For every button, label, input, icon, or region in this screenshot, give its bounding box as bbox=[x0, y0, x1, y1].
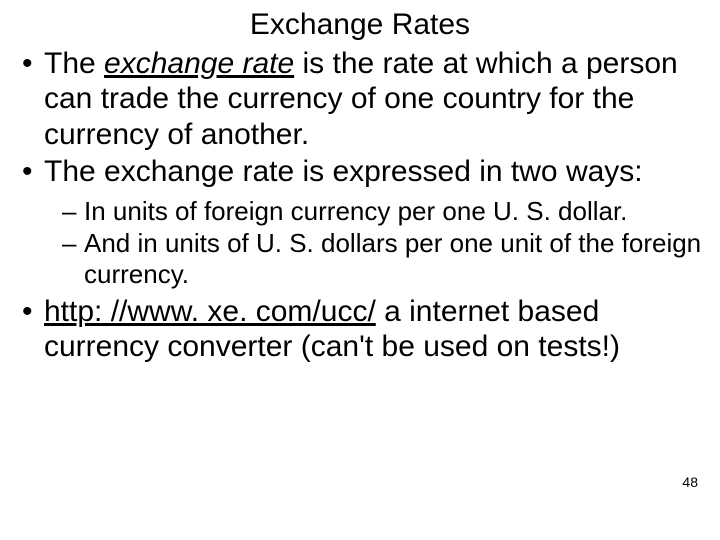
bullet-1-emphasis: exchange rate bbox=[104, 47, 294, 80]
bullet-list-level1: The exchange rate is the rate at which a… bbox=[18, 46, 702, 364]
converter-link[interactable]: http: //www. xe. com/ucc/ bbox=[44, 295, 376, 328]
slide-container: Exchange Rates The exchange rate is the … bbox=[0, 0, 720, 540]
sub-bullet-1: In units of foreign currency per one U. … bbox=[60, 196, 702, 227]
sub-bullet-2: And in units of U. S. dollars per one un… bbox=[60, 228, 702, 289]
slide-title: Exchange Rates bbox=[18, 8, 702, 42]
bullet-1-pre: The bbox=[44, 47, 104, 80]
page-number: 48 bbox=[682, 474, 698, 490]
bullet-1: The exchange rate is the rate at which a… bbox=[18, 46, 702, 152]
bullet-2-text: The exchange rate is expressed in two wa… bbox=[44, 155, 643, 188]
bullet-list-level2: In units of foreign currency per one U. … bbox=[44, 196, 702, 290]
bullet-2: The exchange rate is expressed in two wa… bbox=[18, 154, 702, 289]
bullet-3: http: //www. xe. com/ucc/ a internet bas… bbox=[18, 294, 702, 365]
